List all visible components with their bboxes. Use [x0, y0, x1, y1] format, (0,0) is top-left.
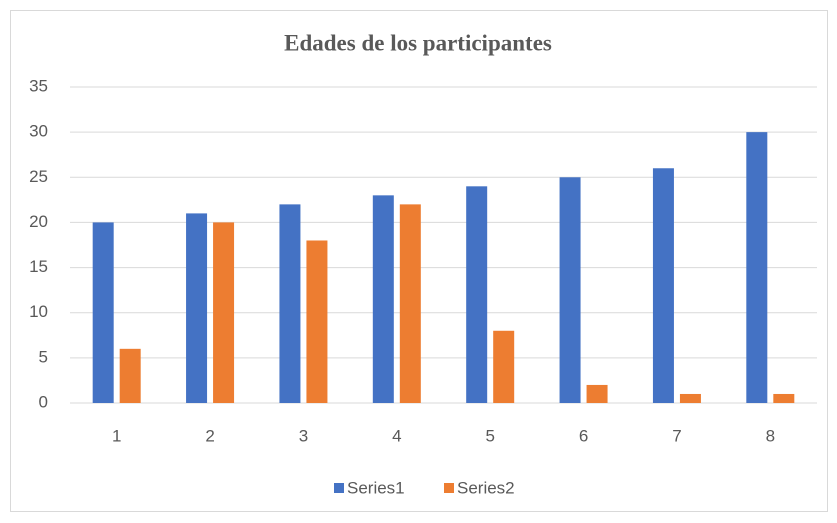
bar: [466, 186, 488, 403]
x-tick-label: 4: [392, 426, 401, 445]
x-tick-label: 7: [672, 426, 681, 445]
bar: [773, 393, 795, 403]
legend-label: Series1: [347, 478, 405, 497]
bar: [679, 393, 701, 403]
bar: [186, 213, 208, 403]
bar: [559, 177, 581, 403]
bar: [399, 204, 421, 403]
bar: [213, 222, 235, 403]
bar: [279, 204, 301, 403]
bar: [92, 222, 114, 403]
y-tick-label: 5: [39, 347, 48, 366]
bar: [372, 195, 394, 403]
bar: [493, 330, 515, 403]
x-tick-label: 8: [766, 426, 775, 445]
y-tick-label: 35: [29, 76, 48, 95]
y-tick-label: 15: [29, 257, 48, 276]
bar: [119, 348, 141, 403]
x-tick-label: 5: [485, 426, 494, 445]
bar: [746, 132, 768, 403]
bar: [652, 168, 674, 403]
legend-swatch: [334, 483, 344, 493]
y-tick-label: 10: [29, 302, 48, 321]
y-tick-label: 25: [29, 167, 48, 186]
legend-label: Series2: [457, 478, 515, 497]
chart-title: Edades de los participantes: [284, 30, 552, 55]
y-tick-label: 0: [39, 392, 48, 411]
bar: [586, 384, 608, 403]
x-tick-label: 3: [299, 426, 308, 445]
x-tick-label: 2: [205, 426, 214, 445]
y-tick-label: 30: [29, 122, 48, 141]
y-tick-label: 20: [29, 212, 48, 231]
legend-swatch: [444, 483, 454, 493]
bar: [306, 240, 328, 403]
x-tick-label: 1: [112, 426, 121, 445]
x-tick-label: 6: [579, 426, 588, 445]
